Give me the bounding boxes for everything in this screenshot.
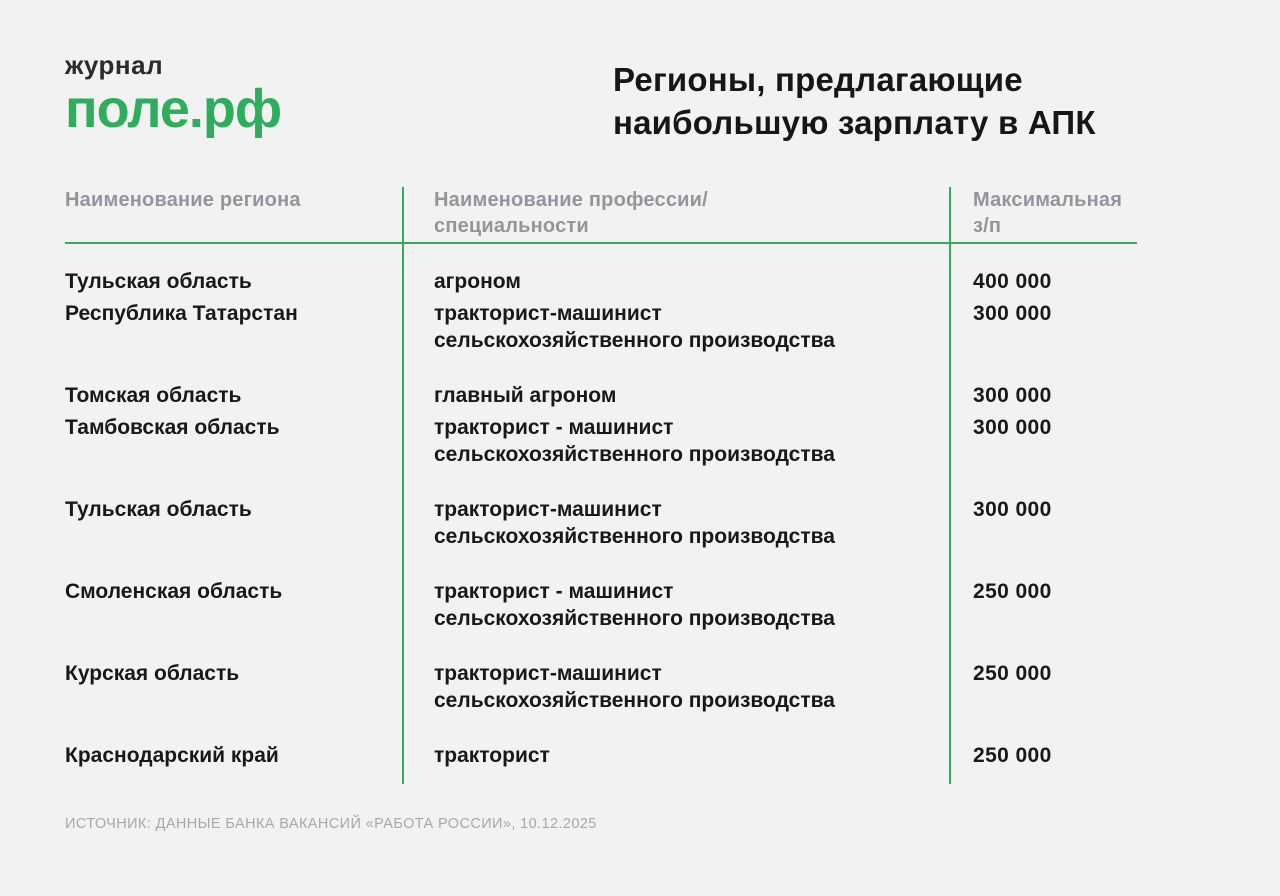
profession-cell: тракторист xyxy=(434,744,550,767)
logo-wordmark: поле.рф xyxy=(65,79,282,139)
table-row: Краснодарский край тракторист 250 000 xyxy=(65,742,1137,769)
header-region: Наименование региона xyxy=(65,189,301,211)
table-row: Томская область главный агроном 300 000 xyxy=(65,382,1137,409)
region-cell: Тамбовская область xyxy=(65,416,280,439)
header-profession: Наименование профессии/ специальности xyxy=(434,189,708,237)
profession-cell: тракторист - машинист сельскохозяйственн… xyxy=(434,580,835,630)
source-note: ИСТОЧНИК: ДАННЫЕ БАНКА ВАКАНСИЙ «РАБОТА … xyxy=(65,816,597,832)
salary-cell: 250 000 xyxy=(973,580,1052,603)
pole-rf-logo: журнал поле.рф xyxy=(65,50,282,139)
header-underline xyxy=(65,242,1137,244)
region-cell: Тульская область xyxy=(65,498,252,521)
profession-cell: тракторист-машинист сельскохозяйственног… xyxy=(434,498,835,548)
table-body: Тульская область агроном 400 000 Республ… xyxy=(65,268,1137,769)
salary-cell: 250 000 xyxy=(973,744,1052,767)
region-cell: Краснодарский край xyxy=(65,744,279,767)
table-row: Тульская область тракторист-машинист сел… xyxy=(65,496,1137,550)
page-title: Регионы, предлагающие наибольшую зарплат… xyxy=(613,61,1096,141)
salary-cell: 300 000 xyxy=(973,498,1052,521)
region-cell: Тульская область xyxy=(65,270,252,293)
salary-table: Наименование региона Наименование профес… xyxy=(65,187,1137,797)
table-row: Тамбовская область тракторист - машинист… xyxy=(65,414,1137,468)
profession-cell: тракторист - машинист сельскохозяйственн… xyxy=(434,416,835,466)
profession-cell: тракторист-машинист сельскохозяйственног… xyxy=(434,302,835,352)
header-max-salary: Максимальная з/п xyxy=(973,189,1123,237)
table-header-row: Наименование региона Наименование профес… xyxy=(65,187,1137,239)
profession-cell: тракторист-машинист сельскохозяйственног… xyxy=(434,662,835,712)
region-cell: Томская область xyxy=(65,384,242,407)
salary-cell: 300 000 xyxy=(973,384,1052,407)
profession-cell: главный агроном xyxy=(434,384,617,407)
column-divider-1 xyxy=(402,187,404,784)
logo-tagline: журнал xyxy=(65,50,164,80)
region-cell: Республика Татарстан xyxy=(65,302,298,325)
salary-cell: 400 000 xyxy=(973,270,1052,293)
salary-cell: 300 000 xyxy=(973,416,1052,439)
region-cell: Курская область xyxy=(65,662,240,685)
table-row: Курская область тракторист-машинист сель… xyxy=(65,660,1137,714)
table-row: Республика Татарстан тракторист-машинист… xyxy=(65,300,1137,354)
region-cell: Смоленская область xyxy=(65,580,283,603)
table-row: Смоленская область тракторист - машинист… xyxy=(65,578,1137,632)
salary-cell: 250 000 xyxy=(973,662,1052,685)
salary-cell: 300 000 xyxy=(973,302,1052,325)
profession-cell: агроном xyxy=(434,270,521,293)
table-row: Тульская область агроном 400 000 xyxy=(65,268,1137,295)
column-divider-2 xyxy=(949,187,951,784)
